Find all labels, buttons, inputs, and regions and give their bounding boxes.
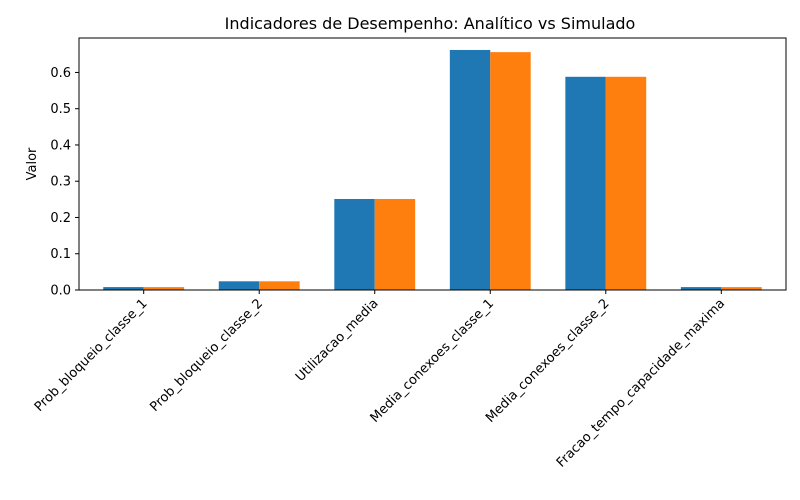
bar-series1-Prob_bloqueio_classe_2 [218,281,260,290]
bar-series1-Media_conexoes_classe_2 [565,76,606,290]
x-tick-label: Prob_bloqueio_classe_1 [32,296,151,415]
x-tick-label: Prob_bloqueio_classe_2 [147,296,266,415]
x-tick-label: Media_conexoes_classe_2 [483,296,613,426]
y-tick-label: 0.4 [50,138,71,153]
y-axis-label: Valor [25,147,40,180]
bar-series2-Media_conexoes_classe_1 [490,52,531,290]
y-tick-label: 0.5 [50,102,71,117]
y-tick-label: 0.2 [50,211,71,226]
bars-group [103,49,762,290]
y-tick-label: 0.0 [50,284,71,299]
y-tick-label: 0.6 [50,66,71,81]
plot-frame [78,37,787,291]
x-axis-ticks: Prob_bloqueio_classe_1Prob_bloqueio_clas… [32,290,728,471]
bar-series2-Media_conexoes_classe_2 [605,76,647,290]
y-axis-ticks: 0.0 0.1 0.2 0.3 0.4 0.5 0.6 [50,66,79,299]
bar-series1-Prob_bloqueio_classe_1 [103,287,144,290]
bar-series1-Fracao_tempo_capacidade_maxima [680,287,722,290]
y-tick-label: 0.3 [50,175,71,190]
bar-series1-Utilizacao_media [334,198,375,290]
x-tick-label: Media_conexoes_classe_1 [368,296,498,426]
bar-series2-Fracao_tempo_capacidade_maxima [721,287,762,290]
bar-series1-Media_conexoes_classe_1 [449,49,491,290]
y-tick-label: 0.1 [50,247,71,262]
bar-series2-Utilizacao_media [374,198,416,290]
x-tick-label: Utilizacao_media [293,296,382,385]
chart-title: Indicadores de Desempenho: Analítico vs … [225,14,636,33]
bar-series2-Prob_bloqueio_classe_2 [259,281,300,290]
bar-series2-Prob_bloqueio_classe_1 [143,287,185,290]
